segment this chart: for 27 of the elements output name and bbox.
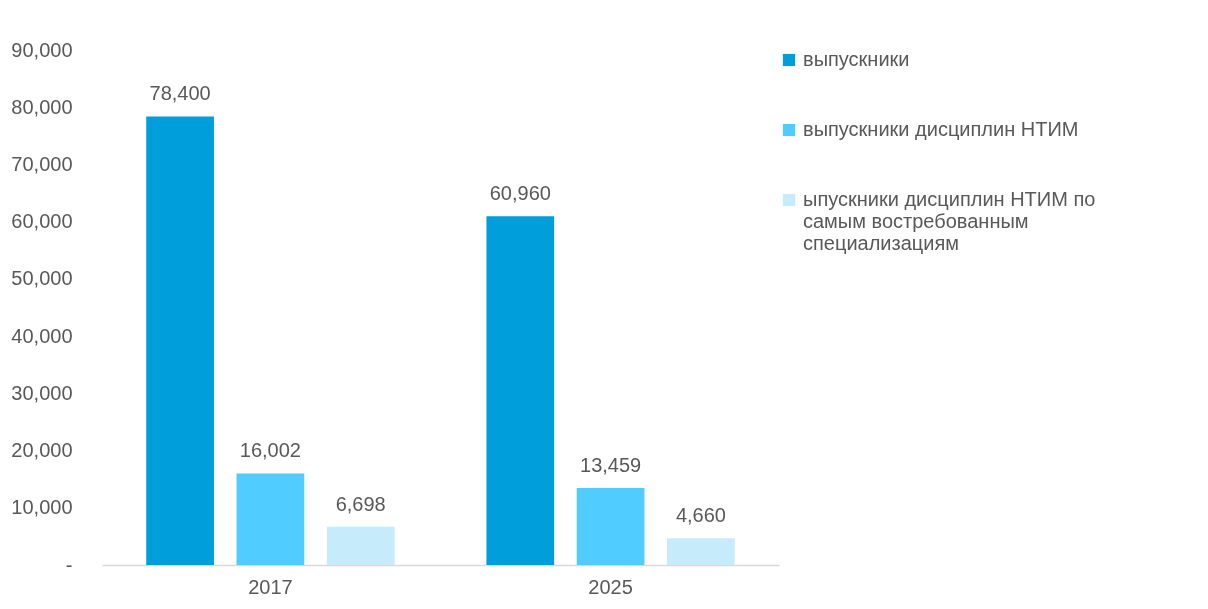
bar <box>667 538 735 565</box>
x-tick-label: 2025 <box>588 575 633 598</box>
bar <box>576 487 645 565</box>
data-label: 6,698 <box>335 492 386 515</box>
bar <box>236 473 305 565</box>
y-tick-label: 20,000 <box>11 439 73 462</box>
y-tick-label: 50,000 <box>11 267 73 290</box>
y-tick-label: 10,000 <box>11 496 73 519</box>
y-tick-label: 90,000 <box>11 38 73 61</box>
y-tick-label: - <box>65 553 73 576</box>
legend-label: ыпускники дисциплин НТИМ по самым востребованным специализациям <box>803 188 1096 254</box>
y-tick-label: 40,000 <box>11 324 73 347</box>
x-tick-label: 2017 <box>248 575 293 598</box>
y-tick-label: 60,000 <box>11 210 73 233</box>
bar <box>146 116 214 565</box>
data-label: 60,960 <box>489 182 551 205</box>
data-label: 16,002 <box>239 439 301 462</box>
bar <box>486 216 555 565</box>
data-label: 78,400 <box>149 82 211 105</box>
y-tick-label: 30,000 <box>11 381 73 404</box>
legend-label: выпускники <box>803 48 910 70</box>
bar <box>326 526 395 565</box>
legend-label: выпускники дисциплин НТИМ <box>803 118 1079 140</box>
data-label: 13,459 <box>580 453 642 476</box>
y-tick-label: 80,000 <box>11 95 73 118</box>
y-tick-label: 70,000 <box>11 152 73 175</box>
data-label: 4,660 <box>675 504 726 527</box>
